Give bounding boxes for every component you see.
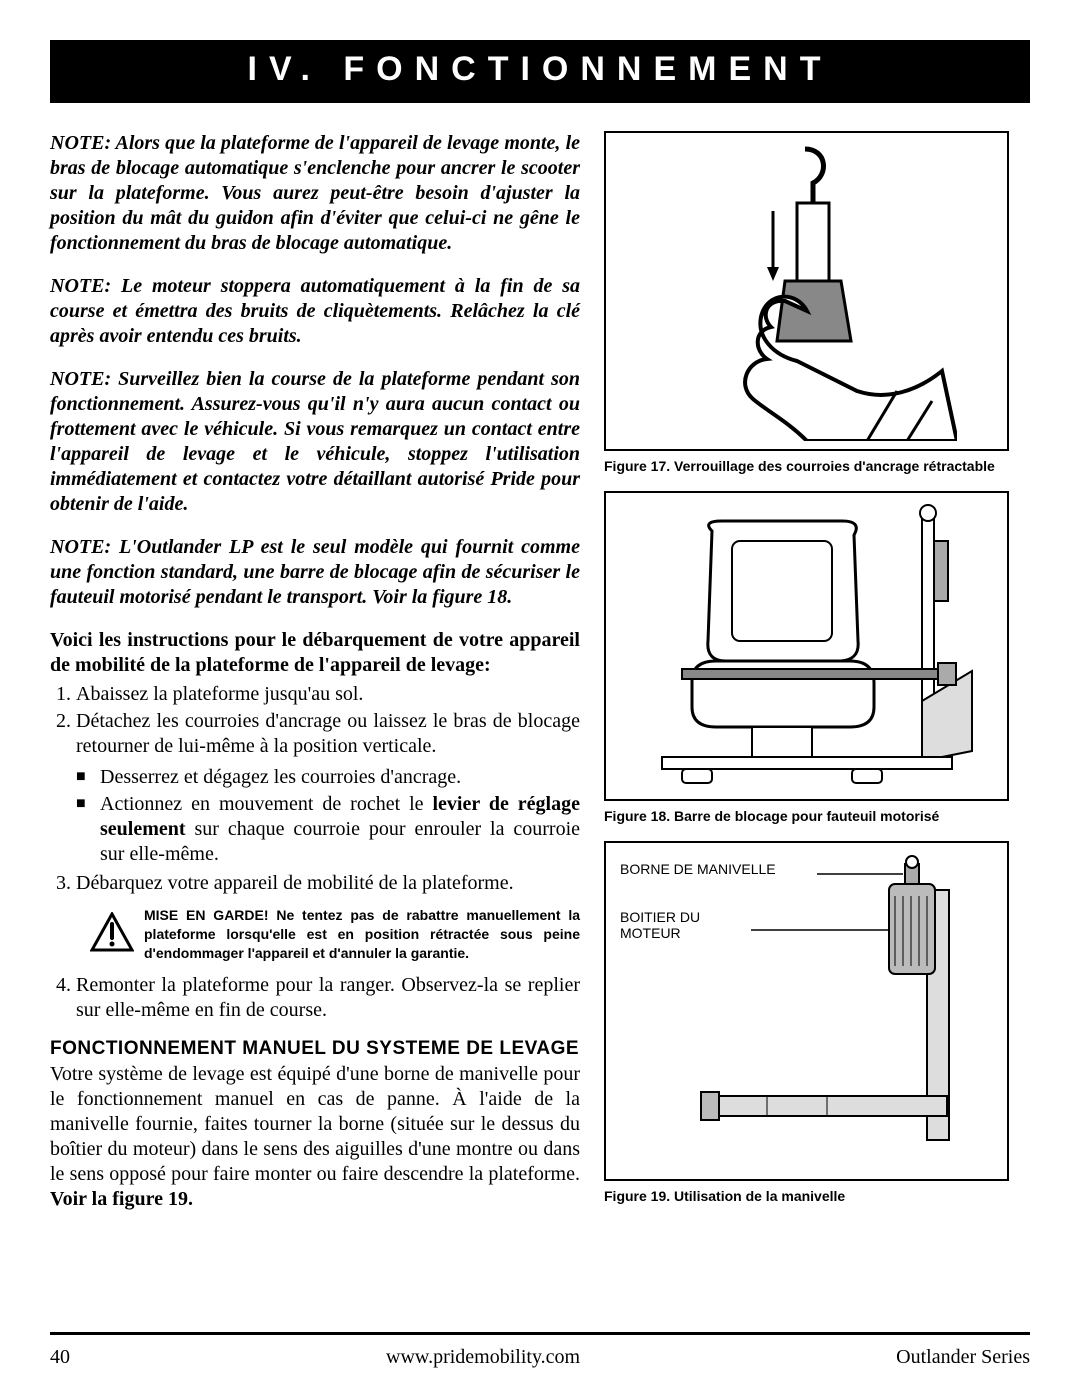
manual-text: Votre système de levage est équipé d'une… [50, 1063, 580, 1185]
step-1: Abaissez la plateforme jusqu'au sol. [76, 682, 580, 707]
warning-text: MISE EN GARDE! Ne tentez pas de rabattre… [144, 906, 580, 963]
page-footer: 40 www.pridemobility.com Outlander Serie… [50, 1346, 1030, 1369]
step-2: Détachez les courroies d'ancrage ou lais… [76, 709, 580, 759]
footer-url: www.pridemobility.com [386, 1346, 580, 1369]
fig19-label-motor: BOITIER DU MOTEUR [620, 909, 700, 941]
steps-list-part1: Abaissez la plateforme jusqu'au sol. Dét… [50, 682, 580, 759]
figure-18-illustration [622, 501, 992, 791]
footer-rule [50, 1332, 1030, 1335]
figure-19-box: BORNE DE MANIVELLE BOITIER DU MOTEUR [604, 841, 1009, 1181]
step-4: Remonter la plateforme pour la ranger. O… [76, 973, 580, 1023]
manual-paragraph: Votre système de levage est équipé d'une… [50, 1062, 580, 1212]
page-number: 40 [50, 1346, 70, 1369]
note-4: NOTE: L'Outlander LP est le seul modèle … [50, 535, 580, 610]
warning-block: MISE EN GARDE! Ne tentez pas de rabattre… [90, 906, 580, 963]
figure-18-caption: Figure 18. Barre de blocage pour fauteui… [604, 807, 1009, 825]
series-name: Outlander Series [896, 1346, 1030, 1369]
main-columns: NOTE: Alors que la plateforme de l'appar… [50, 131, 1030, 1218]
steps-list-part3: Remonter la plateforme pour la ranger. O… [50, 973, 580, 1023]
right-column: Figure 17. Verrouillage des courroies d'… [604, 131, 1009, 1218]
sub-bullets: Desserrez et dégagez les courroies d'anc… [50, 765, 580, 867]
figure-19-illustration [607, 846, 1007, 1176]
figure-18-box [604, 491, 1009, 801]
manual-bold-ref: Voir la figure 19. [50, 1188, 193, 1210]
figure-17-illustration [657, 141, 957, 441]
step-3: Débarquez votre appareil de mobilité de … [76, 871, 580, 896]
figure-19-caption: Figure 19. Utilisation de la manivelle [604, 1187, 1009, 1205]
fig19-label-crank: BORNE DE MANIVELLE [620, 861, 776, 877]
note-2: NOTE: Le moteur stoppera automatiquement… [50, 274, 580, 349]
left-column: NOTE: Alors que la plateforme de l'appar… [50, 131, 580, 1218]
manual-subheading: FONCTIONNEMENT MANUEL DU SYSTEME DE LEVA… [50, 1037, 580, 1061]
bullet-2-pre: Actionnez en mouvement de rochet le [100, 793, 433, 815]
note-3: NOTE: Surveillez bien la course de la pl… [50, 367, 580, 517]
figure-17-caption: Figure 17. Verrouillage des courroies d'… [604, 457, 1009, 475]
note-1: NOTE: Alors que la plateforme de l'appar… [50, 131, 580, 256]
instructions-intro: Voici les instructions pour le débarquem… [50, 628, 580, 678]
bullet-1: Desserrez et dégagez les courroies d'anc… [76, 765, 580, 790]
warning-icon [90, 912, 134, 959]
steps-list-part2: Débarquez votre appareil de mobilité de … [50, 871, 580, 896]
figure-17-box [604, 131, 1009, 451]
bullet-2: Actionnez en mouvement de rochet le levi… [76, 792, 580, 867]
section-banner: IV. FONCTIONNEMENT [50, 40, 1030, 103]
